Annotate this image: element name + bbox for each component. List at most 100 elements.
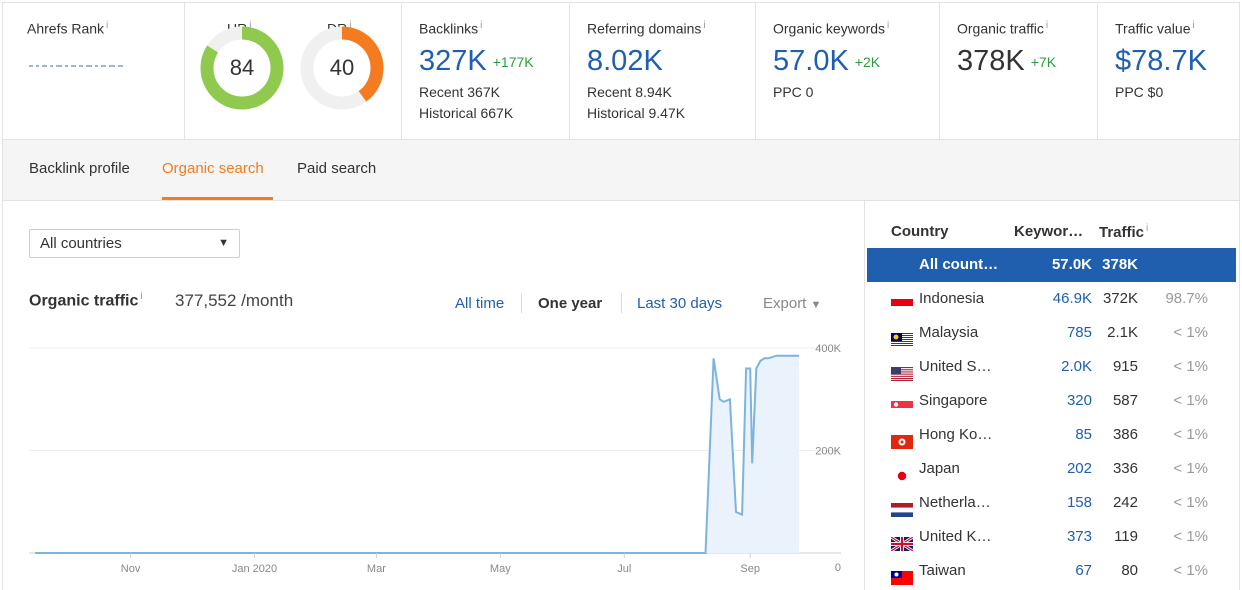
table-row-all-countries[interactable]: All count… 57.0K 378K	[867, 248, 1236, 282]
table-row[interactable]: Netherla… 158 242 < 1%	[867, 486, 1236, 520]
country-name: Japan	[919, 460, 960, 477]
country-name: United S…	[919, 358, 992, 375]
traffic-count: 587	[1112, 392, 1138, 409]
table-row[interactable]: Japan 202 336 < 1%	[867, 452, 1236, 486]
referring-domains-recent: Recent 8.94K	[587, 84, 672, 100]
info-icon[interactable]: i	[887, 20, 890, 31]
traffic-percent: < 1%	[1173, 392, 1208, 409]
keywords-count[interactable]: 158	[1066, 494, 1092, 511]
keywords-count[interactable]: 57.0K	[1051, 256, 1092, 273]
info-icon[interactable]: i	[106, 20, 109, 31]
caret-down-icon: ▼	[810, 299, 822, 311]
traffic-percent: 98.7%	[1165, 290, 1208, 307]
country-name: Singapore	[919, 392, 988, 409]
traffic-percent: < 1%	[1173, 460, 1208, 477]
backlinks-label: Backlinks	[419, 20, 479, 37]
ur-gauge-ring	[200, 26, 284, 110]
export-button[interactable]: Export ▼	[763, 295, 821, 312]
x-axis-ticks: Nov Jan 2020 Mar May Jul Sep	[121, 553, 760, 575]
info-icon[interactable]: i	[1192, 20, 1195, 31]
info-icon[interactable]: i	[349, 20, 352, 31]
table-row[interactable]: Hong Ko… 85 386 < 1%	[867, 418, 1236, 452]
column-header-country[interactable]: Country	[891, 223, 949, 240]
x-tick-label: Jul	[617, 563, 631, 575]
country-name: Taiwan	[919, 562, 966, 579]
referring-domains-value[interactable]: 8.02K	[587, 45, 663, 77]
column-header-keywords[interactable]: Keywor…	[1014, 223, 1084, 240]
referring-domains-label: Referring domains	[587, 20, 702, 37]
country-select-value: All countries	[40, 235, 122, 252]
flag-my-icon	[891, 326, 913, 347]
traffic-value-card: Traffic value i $78.7K PPC $0	[1098, 3, 1239, 139]
x-tick-label: Jan 2020	[232, 563, 277, 575]
info-icon[interactable]: i	[480, 20, 483, 31]
country-table: Country Keywor… Traffic i All count… 57.0K…	[864, 200, 1240, 590]
traffic-count: 915	[1112, 358, 1138, 375]
ahrefs-rank-value	[29, 57, 169, 71]
table-row[interactable]: United S… 2.0K 915 < 1%	[867, 350, 1236, 384]
metrics-bar: Ahrefs Rank i UR i 84 DR i 40 Backlinks i 32…	[2, 2, 1240, 140]
table-row[interactable]: United K… 373 119 < 1%	[867, 520, 1236, 554]
keywords-count[interactable]: 67	[1075, 562, 1092, 579]
keywords-count[interactable]: 46.9K	[1052, 290, 1092, 307]
range-one-year[interactable]: One year	[538, 295, 603, 312]
keywords-count[interactable]: 85	[1075, 426, 1092, 443]
traffic-percent: < 1%	[1173, 528, 1208, 545]
organic-traffic-title: Organic traffic	[29, 292, 139, 310]
column-header-traffic: Traffic	[1099, 224, 1145, 241]
flag-gb-icon	[890, 530, 914, 553]
keywords-count[interactable]: 373	[1066, 528, 1092, 545]
flag-us-icon	[891, 360, 913, 381]
info-icon[interactable]: i	[249, 20, 252, 31]
organic-keywords-value[interactable]: 57.0K	[773, 45, 849, 77]
ur-value: 84	[229, 55, 255, 80]
referring-domains-card: Referring domains i 8.02K Recent 8.94K Hi…	[570, 3, 756, 139]
traffic-percent: < 1%	[1173, 324, 1208, 341]
country-select[interactable]: All countries ▼	[29, 229, 240, 258]
export-label: Export	[763, 295, 807, 312]
info-icon[interactable]: i	[1045, 20, 1049, 31]
range-all-time[interactable]: All time	[455, 295, 505, 312]
organic-keywords-card: Organic keywords i 57.0K +2K PPC 0	[756, 3, 940, 139]
traffic-value-value[interactable]: $78.7K	[1115, 45, 1207, 77]
country-name: United K…	[919, 528, 992, 545]
traffic-percent: < 1%	[1173, 358, 1208, 375]
organic-traffic-delta: +7K	[1030, 54, 1057, 70]
tab-organic-search[interactable]: Organic search	[162, 140, 273, 200]
y-tick-label: 400K	[815, 343, 841, 355]
traffic-count: 386	[1112, 426, 1138, 443]
organic-traffic-card: Organic traffic i 378K +7K	[940, 3, 1098, 139]
traffic-count: 119	[1114, 528, 1138, 545]
traffic-count: 372K	[1102, 290, 1138, 307]
keywords-count[interactable]: 320	[1066, 392, 1092, 409]
tab-backlink-profile[interactable]: Backlink profile	[29, 160, 130, 177]
traffic-area	[35, 355, 800, 553]
table-row[interactable]: Singapore 320 587 < 1%	[867, 384, 1236, 418]
info-icon[interactable]: i	[1146, 223, 1149, 234]
ur-gauge[interactable]: 84	[199, 25, 285, 111]
dr-gauge[interactable]: 40	[299, 25, 385, 111]
country-name: Indonesia	[919, 290, 985, 307]
flag-sg-icon	[891, 394, 913, 415]
keywords-count[interactable]: 202	[1066, 460, 1092, 477]
keywords-count[interactable]: 2.0K	[1061, 358, 1092, 375]
keywords-count[interactable]: 785	[1066, 324, 1092, 341]
dr-gauge-ring	[300, 26, 384, 110]
flag-hk-icon	[891, 428, 913, 449]
organic-traffic-chart[interactable]: 400K 200K 0 Nov Jan 2020 Mar May Jul Sep	[3, 336, 863, 590]
info-icon[interactable]: i	[703, 20, 706, 31]
country-name: All count…	[919, 256, 999, 273]
traffic-value-label: Traffic value	[1115, 20, 1191, 37]
backlinks-card: Backlinks i 327K +177K Recent 367K Histori…	[402, 3, 570, 139]
table-row[interactable]: Taiwan 67 80 < 1%	[867, 554, 1236, 588]
table-row[interactable]: Malaysia 785 2.1K < 1%	[867, 316, 1236, 350]
info-icon[interactable]: i	[140, 291, 143, 302]
table-row[interactable]: Indonesia 46.9K 372K 98.7%	[867, 282, 1236, 316]
backlinks-value[interactable]: 327K	[419, 45, 487, 77]
traffic-count: 336	[1112, 460, 1138, 477]
backlinks-delta: +177K	[492, 54, 534, 70]
traffic-percent: < 1%	[1173, 494, 1208, 511]
range-last-30-days[interactable]: Last 30 days	[637, 295, 723, 312]
traffic-line	[35, 354, 799, 554]
tab-paid-search[interactable]: Paid search	[297, 160, 377, 177]
